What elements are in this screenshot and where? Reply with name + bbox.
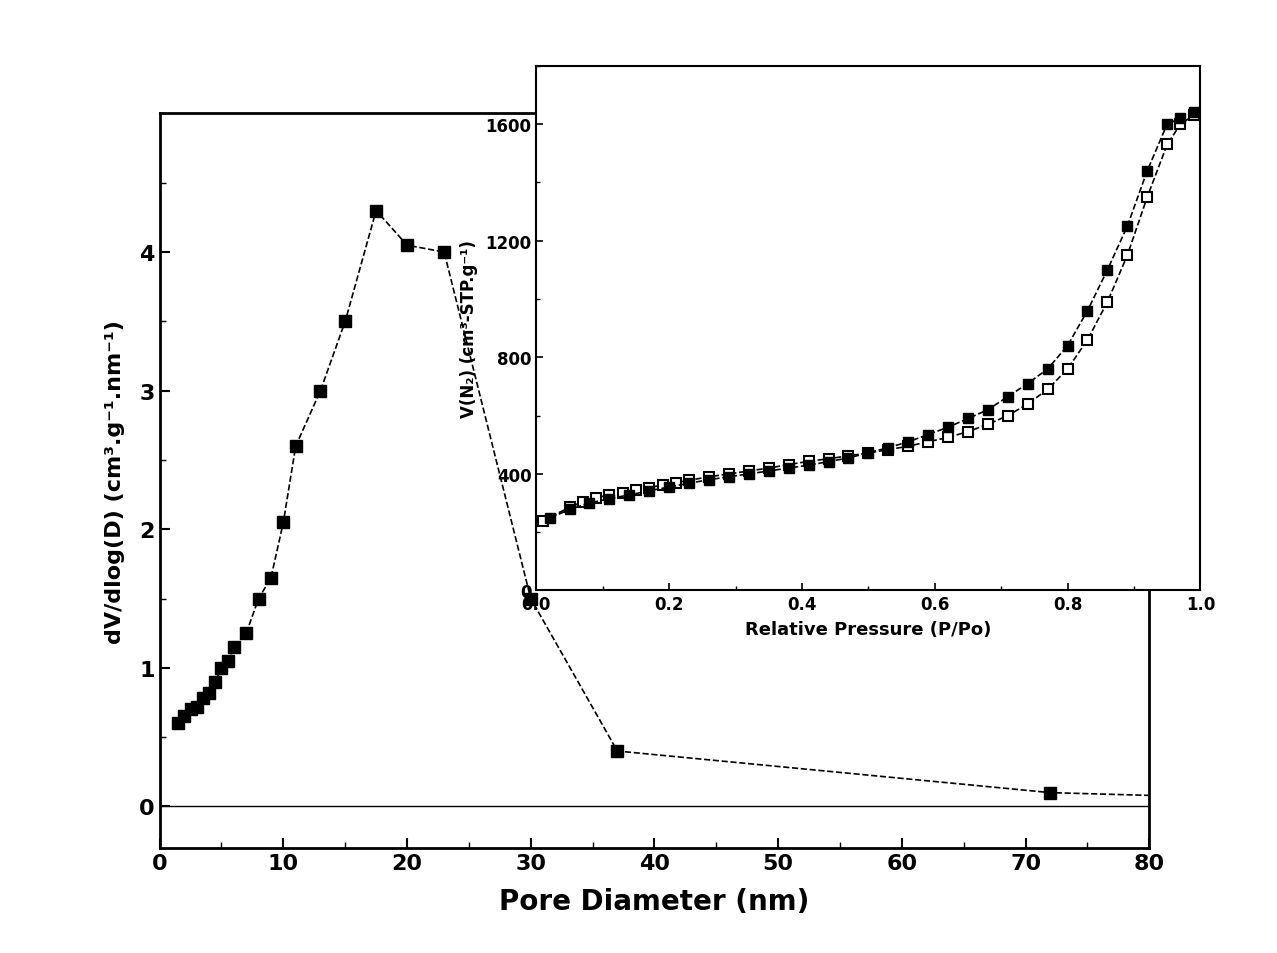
- X-axis label: Relative Pressure (P/Po): Relative Pressure (P/Po): [746, 620, 991, 639]
- Y-axis label: V(N₂) (cm³-STP.g⁻¹): V(N₂) (cm³-STP.g⁻¹): [461, 240, 479, 417]
- Y-axis label: dV/dlog(D) (cm³.g⁻¹.nm⁻¹): dV/dlog(D) (cm³.g⁻¹.nm⁻¹): [105, 319, 125, 643]
- X-axis label: Pore Diameter (nm): Pore Diameter (nm): [499, 887, 810, 915]
